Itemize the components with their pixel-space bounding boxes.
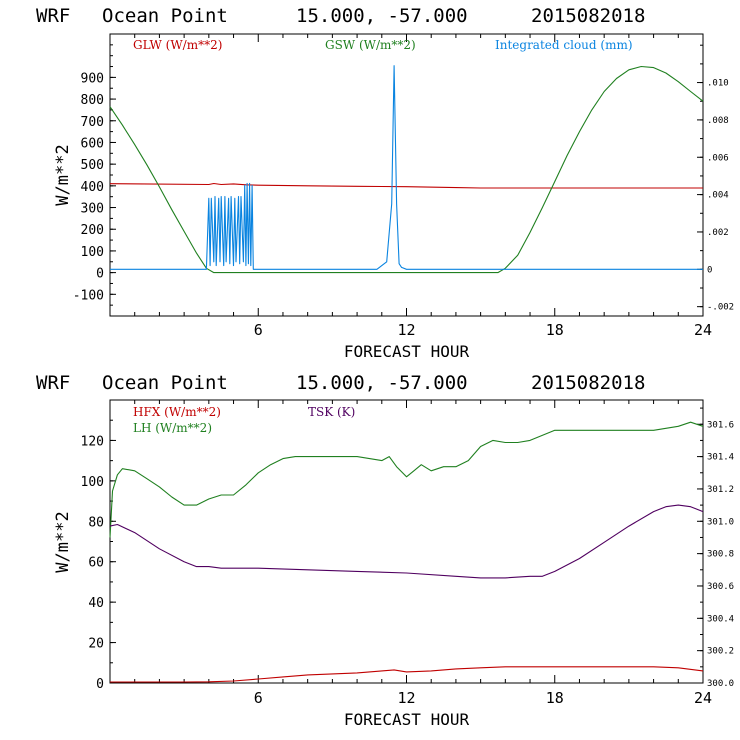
x-axis-label: FORECAST HOUR [344,342,470,361]
y2-tick-label: .008 [707,116,729,126]
y-tick-label: 120 [81,434,104,449]
header-date: 2015082018 [531,5,645,27]
legend-lh: LH (W/m**2) [133,421,212,435]
x-tick-label: 24 [694,689,712,707]
y-tick-label: 900 [81,71,104,86]
chart-header: WRF Ocean Point 15.000, -57.000 2015082018 [36,372,645,394]
y-tick-label: 400 [81,180,104,195]
y-tick-label: 100 [81,245,104,260]
x-tick-label: 12 [397,689,415,707]
series-line-glw [109,182,703,189]
legend-cloud: Integrated cloud (mm) [495,38,633,52]
header-model: WRF [36,5,70,27]
y-tick-label: 80 [88,515,104,530]
y-tick-label: 0 [96,267,104,282]
x-tick-label: 18 [546,689,564,707]
y2-tick-label: .002 [707,228,729,238]
y-tick-label: -100 [73,288,104,303]
y2-tick-label: 301.0 [707,517,734,527]
y2-tick-label: 0 [707,265,712,275]
y-tick-label: 500 [81,158,104,173]
y-tick-label: 700 [81,115,104,130]
y2-tick-label: .004 [707,191,729,201]
x-axis-label: FORECAST HOUR [344,710,470,729]
legend-tsk: TSK (K) [308,405,355,419]
series-line-tsk [109,504,704,579]
y2-tick-label: 301.4 [707,453,734,463]
legend-hfx: HFX (W/m**2) [133,405,221,419]
x-tick-label: 6 [254,321,263,339]
series-line-hfx [110,666,704,683]
y2-tick-label: .010 [707,79,729,89]
header-point: Ocean Point [102,5,228,27]
header-model: WRF [36,372,70,394]
y-tick-label: 600 [81,136,104,151]
y-tick-label: 800 [81,93,104,108]
x-tick-label: 18 [546,321,564,339]
header-date: 2015082018 [531,372,645,394]
flux-panel: WRF Ocean Point 15.000, -57.000 2015082018 0… [36,372,734,729]
y2-tick-label: 301.6 [707,420,734,430]
y-axis-label: W/m**2 [53,511,73,572]
x-tick-label: 24 [694,321,712,339]
header-coords: 15.000, -57.000 [296,5,468,27]
y-tick-label: 60 [88,556,104,571]
series-line-gsw [109,65,704,274]
y2-tick-label: 300.0 [707,679,734,689]
x-tick-label: 6 [254,689,263,707]
header-coords: 15.000, -57.000 [296,372,468,394]
chart-header: WRF Ocean Point 15.000, -57.000 2015082018 [36,5,645,27]
header-point: Ocean Point [102,372,228,394]
legend-glw: GLW (W/m**2) [133,38,222,52]
y-tick-label: 100 [81,475,104,490]
radiation-panel: WRF Ocean Point 15.000, -57.000 2015082018 -… [36,5,734,361]
y2-tick-label: 300.6 [707,582,734,592]
y2-tick-label: 301.2 [707,485,734,495]
legend-gsw: GSW (W/m**2) [325,38,416,52]
y-tick-label: 300 [81,202,104,217]
plot-frame [109,33,704,317]
y-tick-label: 200 [81,223,104,238]
y2-tick-label: 300.4 [707,614,734,624]
y2-tick-label: 300.2 [707,647,734,657]
series-line-cloud [110,65,703,270]
x-tick-label: 12 [397,321,415,339]
y-tick-label: 0 [96,677,104,692]
y2-tick-label: 300.8 [707,550,734,560]
y-tick-label: 20 [88,637,104,652]
y2-tick-label: .006 [707,153,729,163]
y2-tick-label: -.002 [707,303,734,313]
plot-frame [109,399,704,684]
series-line-lh [109,421,704,538]
y-axis-label: W/m**2 [53,144,73,205]
y-tick-label: 40 [88,596,104,611]
